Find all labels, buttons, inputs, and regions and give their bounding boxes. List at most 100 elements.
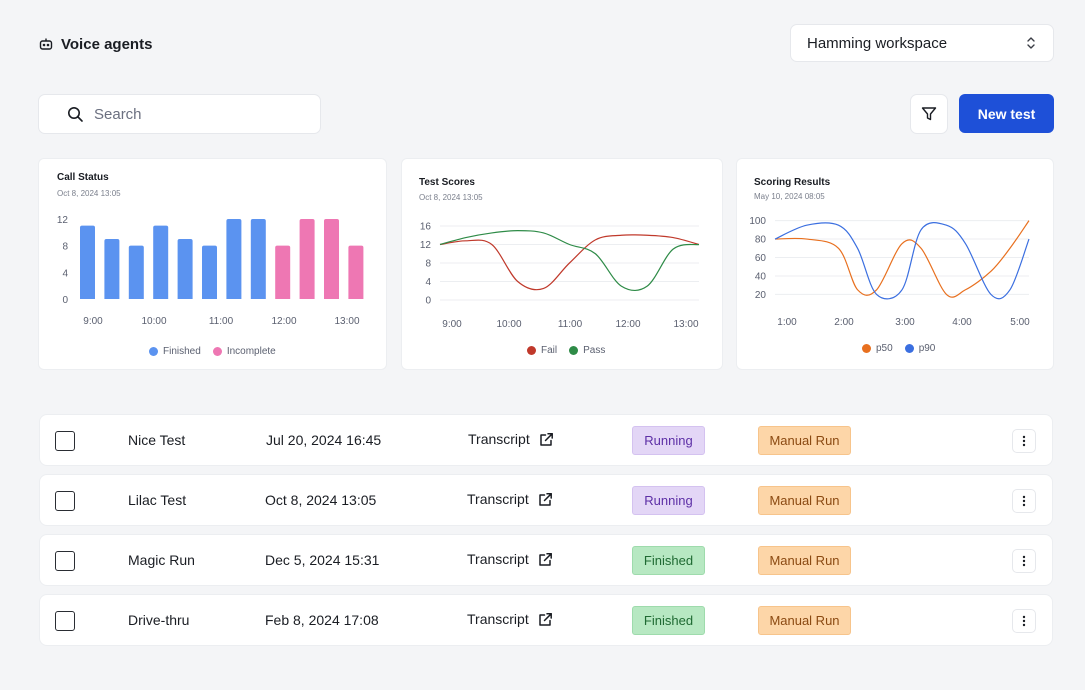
legend-dot <box>904 344 914 353</box>
row-menu-button[interactable] <box>1012 489 1036 513</box>
legend-dot <box>149 347 158 356</box>
filter-button[interactable] <box>910 94 948 134</box>
x-tick-label: 13:00 <box>334 316 359 327</box>
x-tick-label: 12:00 <box>271 316 296 327</box>
bar-incomplete <box>299 219 315 299</box>
transcript-link[interactable]: Transcript <box>467 491 553 507</box>
legend-label: Finished <box>163 346 201 357</box>
legend-item-finished: Finished <box>149 346 201 357</box>
legend-item-p90: p90 <box>904 343 936 354</box>
external-link-icon <box>538 552 552 566</box>
test-date: Feb 8, 2024 17:08 <box>265 612 379 628</box>
bar-finished <box>128 245 144 299</box>
legend-label: Incomplete <box>226 346 276 357</box>
bar-incomplete <box>324 219 339 299</box>
legend-item-pass: Pass <box>569 345 605 356</box>
status-badge: Running <box>632 486 705 515</box>
x-tick-label: 10:00 <box>496 319 521 330</box>
test-name: Magic Run <box>128 552 195 568</box>
x-tick-label: 4:00 <box>952 317 972 328</box>
bar-finished <box>104 239 120 299</box>
row-menu-button[interactable] <box>1012 609 1036 633</box>
test-name: Nice Test <box>128 432 186 448</box>
y-tick-label: 0 <box>62 295 68 306</box>
y-tick-label: 80 <box>755 235 767 246</box>
y-tick-label: 0 <box>425 296 431 307</box>
test-name: Drive-thru <box>128 612 190 628</box>
row-checkbox[interactable] <box>55 491 75 511</box>
more-vertical-icon <box>1022 555 1026 567</box>
chart-title: Test Scores <box>419 177 475 188</box>
workspace-selector[interactable]: Hamming workspace <box>790 24 1054 62</box>
external-link-icon <box>538 612 552 626</box>
y-tick-label: 40 <box>755 271 767 282</box>
external-link-icon <box>539 432 553 446</box>
robot-icon <box>39 38 53 50</box>
search-input[interactable] <box>94 105 294 123</box>
row-menu-button[interactable] <box>1012 429 1036 453</box>
bar-finished <box>226 219 242 299</box>
x-tick-label: 3:00 <box>895 317 915 328</box>
legend-dot <box>212 347 222 356</box>
filter-icon <box>921 107 937 121</box>
row-menu-button[interactable] <box>1012 549 1036 573</box>
test-name: Lilac Test <box>128 492 187 508</box>
test-date: Dec 5, 2024 15:31 <box>265 552 380 568</box>
chart-title: Scoring Results <box>754 177 831 188</box>
y-tick-label: 20 <box>755 290 767 301</box>
series-line-fail <box>439 234 700 291</box>
y-tick-label: 12 <box>57 215 69 226</box>
table-row[interactable]: Lilac Test Oct 8, 2024 13:05 Transcript … <box>39 474 1053 526</box>
row-checkbox[interactable] <box>55 551 75 571</box>
page-title-text: Voice agents <box>61 35 153 53</box>
chart-title: Call Status <box>57 172 109 183</box>
y-tick-label: 4 <box>425 277 431 288</box>
chart-subtitle: Oct 8, 2024 13:05 <box>419 193 483 202</box>
y-tick-label: 4 <box>62 268 68 279</box>
transcript-label: Transcript <box>467 491 529 507</box>
y-tick-label: 100 <box>749 216 766 227</box>
chart-legend: Fail Pass <box>527 345 605 356</box>
legend-label: p50 <box>876 343 893 354</box>
bar-finished <box>153 225 169 299</box>
test-date: Jul 20, 2024 16:45 <box>266 432 382 448</box>
workspace-label: Hamming workspace <box>807 34 948 52</box>
row-checkbox[interactable] <box>55 611 75 631</box>
call-status-card: Call Status Oct 8, 2024 13:05 0 4 8 12 9:00 1… <box>38 158 387 370</box>
page-title: Voice agents <box>39 34 152 54</box>
chevron-up-down-icon <box>1027 37 1035 49</box>
x-tick-label: 11:00 <box>209 316 234 327</box>
table-row[interactable]: Drive-thru Feb 8, 2024 17:08 Transcript … <box>39 594 1053 646</box>
series-line-p90 <box>774 222 1030 300</box>
y-tick-label: 16 <box>420 222 432 233</box>
call-status-chart: 0 4 8 12 9:00 10:00 11:00 12:00 13:00 <box>57 215 364 327</box>
x-tick-label: 10:00 <box>141 316 166 327</box>
x-tick-label: 13:00 <box>673 319 698 330</box>
transcript-link[interactable]: Transcript <box>467 551 553 567</box>
legend-dot <box>862 344 871 353</box>
series-line-p50 <box>774 220 1030 298</box>
search-icon <box>68 106 83 122</box>
scoring-results-card: Scoring Results May 10, 2024 08:05 20 40 6… <box>736 158 1054 370</box>
row-checkbox[interactable] <box>55 431 75 451</box>
run-mode-badge: Manual Run <box>758 546 851 575</box>
bar-finished <box>250 219 266 299</box>
legend-item-fail: Fail <box>527 345 557 356</box>
status-badge: Finished <box>632 546 705 575</box>
table-row[interactable]: Magic Run Dec 5, 2024 15:31 Transcript F… <box>39 534 1053 586</box>
run-mode-badge: Manual Run <box>758 606 851 635</box>
transcript-label: Transcript <box>467 551 529 567</box>
search-box <box>38 94 321 134</box>
new-test-button[interactable]: New test <box>959 94 1054 133</box>
chart-legend: p50 p90 <box>862 343 935 354</box>
transcript-label: Transcript <box>468 431 530 447</box>
legend-label: Pass <box>583 345 606 356</box>
transcript-link[interactable]: Transcript <box>468 431 554 447</box>
legend-dot <box>569 346 579 355</box>
transcript-link[interactable]: Transcript <box>467 611 553 627</box>
table-row[interactable]: Nice Test Jul 20, 2024 16:45 Transcript … <box>39 414 1053 466</box>
more-vertical-icon <box>1022 495 1026 507</box>
chart-subtitle: May 10, 2024 08:05 <box>754 192 825 201</box>
external-link-icon <box>538 492 552 506</box>
legend-label: p90 <box>918 343 936 354</box>
